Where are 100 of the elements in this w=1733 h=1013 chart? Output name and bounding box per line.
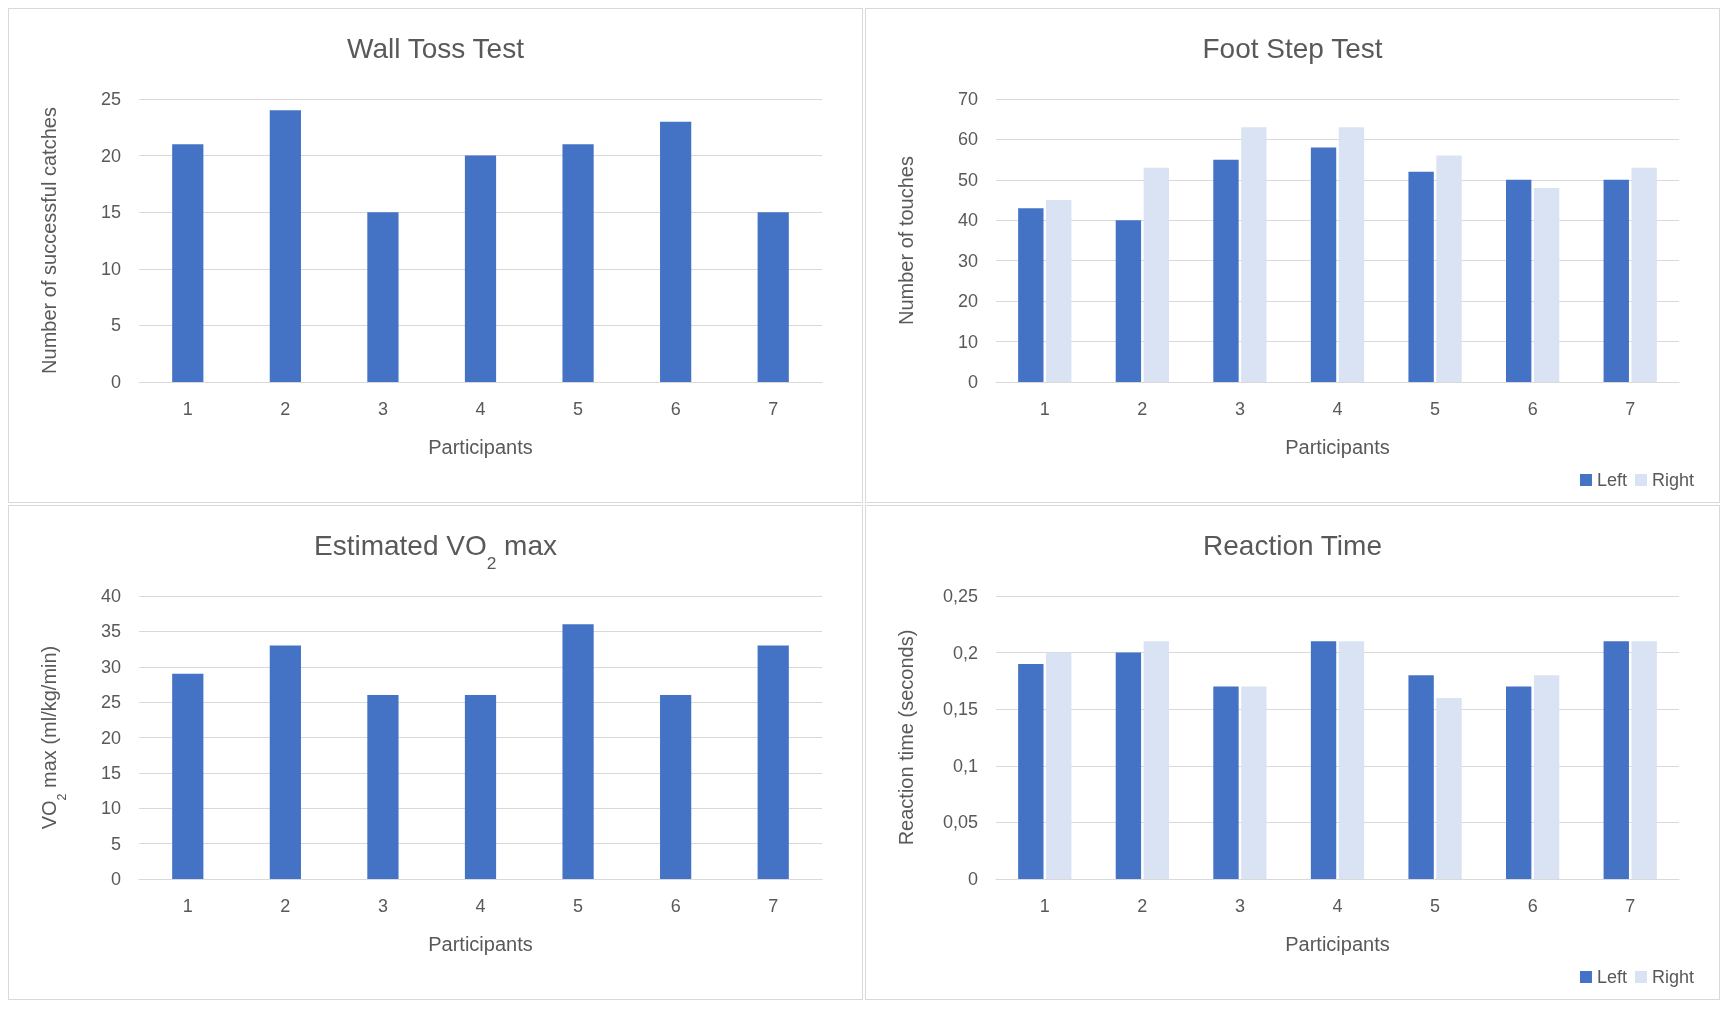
y-tick-label: 0,2 <box>952 642 978 663</box>
y-tick-label: 70 <box>957 89 978 109</box>
bar <box>367 695 399 879</box>
bar <box>172 673 204 879</box>
x-tick-label: 3 <box>1234 896 1245 916</box>
bar <box>1631 167 1657 382</box>
y-tick-label: 30 <box>100 656 121 677</box>
x-tick-label: 5 <box>573 896 584 916</box>
x-tick-label: 7 <box>1625 896 1636 916</box>
x-tick-label: 6 <box>670 896 681 916</box>
bar <box>1533 675 1560 879</box>
legend-label: Right <box>1651 967 1695 987</box>
bar <box>1408 675 1434 879</box>
bar <box>1046 200 1072 382</box>
bar <box>1115 652 1142 879</box>
x-tick-label: 4 <box>1332 896 1343 916</box>
legend-label: Left <box>1596 470 1627 490</box>
bar <box>660 121 692 382</box>
y-axis-title: Number of touches <box>895 156 917 325</box>
y-tick-label: 0 <box>110 869 121 889</box>
bar <box>1436 155 1462 382</box>
bar <box>269 110 301 382</box>
x-tick-label: 7 <box>768 399 779 419</box>
y-tick-label: 40 <box>100 586 121 606</box>
x-axis-title: Participants <box>428 933 533 955</box>
x-tick-label: 4 <box>1332 399 1343 419</box>
x-tick-label: 2 <box>280 896 291 916</box>
y-tick-label: 5 <box>110 833 121 854</box>
bar <box>1213 686 1239 879</box>
bar <box>1143 641 1169 879</box>
x-axis-title: Participants <box>1285 933 1390 955</box>
bar <box>1506 686 1532 879</box>
bar <box>269 645 301 879</box>
x-axis-title: Participants <box>1285 436 1390 458</box>
bar <box>1603 179 1629 382</box>
x-tick-label: 1 <box>1039 399 1050 419</box>
bar <box>464 695 497 879</box>
bar <box>1241 686 1267 879</box>
y-tick-label: 20 <box>957 291 978 312</box>
bar <box>1506 179 1532 382</box>
bar <box>562 624 594 879</box>
y-tick-label: 0 <box>967 372 978 392</box>
bar <box>1046 652 1072 879</box>
x-tick-label: 5 <box>1430 399 1441 419</box>
x-tick-label: 6 <box>1527 896 1538 916</box>
y-axis-title: VO2 max (ml/kg/min) <box>38 645 69 830</box>
x-tick-label: 7 <box>768 896 779 916</box>
bar <box>464 155 497 382</box>
x-tick-label: 3 <box>377 896 388 916</box>
y-tick-label: 0,1 <box>952 755 978 776</box>
bar <box>1338 641 1365 879</box>
x-tick-label: 2 <box>1137 399 1148 419</box>
x-axis-title: Participants <box>428 436 533 458</box>
x-tick-label: 4 <box>475 399 486 419</box>
bar <box>1436 697 1462 879</box>
y-tick-label: 25 <box>100 692 121 713</box>
x-tick-label: 1 <box>182 896 193 916</box>
bar <box>757 212 789 382</box>
x-tick-label: 6 <box>670 399 681 419</box>
bar <box>367 212 399 382</box>
y-tick-label: 10 <box>100 798 121 819</box>
y-tick-label: 60 <box>957 129 978 150</box>
x-tick-label: 1 <box>182 399 193 419</box>
y-tick-label: 20 <box>100 145 121 166</box>
y-tick-label: 15 <box>100 762 121 783</box>
bar <box>1338 127 1365 382</box>
x-tick-label: 2 <box>1137 896 1148 916</box>
bar <box>172 144 204 382</box>
y-tick-label: 25 <box>100 89 121 109</box>
y-tick-label: 0,15 <box>942 699 978 720</box>
y-tick-label: 0,25 <box>942 586 978 606</box>
y-tick-label: 0 <box>967 869 978 889</box>
y-axis-title: Number of successful catches <box>38 107 60 374</box>
legend-label: Left <box>1596 967 1627 987</box>
y-tick-label: 30 <box>957 250 978 271</box>
bar <box>757 645 789 879</box>
x-tick-label: 7 <box>1625 399 1636 419</box>
x-tick-label: 5 <box>1430 896 1441 916</box>
y-axis-title: Reaction time (seconds) <box>895 629 917 846</box>
y-tick-label: 50 <box>957 169 978 190</box>
bar <box>1310 641 1337 879</box>
bar <box>1018 663 1044 879</box>
y-tick-label: 10 <box>100 258 121 279</box>
y-tick-label: 5 <box>110 315 121 336</box>
y-tick-label: 10 <box>957 331 978 352</box>
x-tick-label: 5 <box>573 399 584 419</box>
bar <box>1310 147 1337 382</box>
legend-label: Right <box>1651 470 1695 490</box>
y-tick-label: 0 <box>110 372 121 392</box>
chart-title: Reaction Time <box>1203 529 1382 561</box>
bar <box>1018 208 1044 382</box>
y-tick-label: 40 <box>957 210 978 231</box>
y-tick-label: 15 <box>100 202 121 223</box>
x-tick-label: 2 <box>280 399 291 419</box>
bar <box>1631 641 1657 879</box>
y-tick-label: 35 <box>100 621 121 642</box>
bar <box>562 144 594 382</box>
bar <box>1241 127 1267 382</box>
x-tick-label: 3 <box>377 399 388 419</box>
x-tick-label: 4 <box>475 896 486 916</box>
